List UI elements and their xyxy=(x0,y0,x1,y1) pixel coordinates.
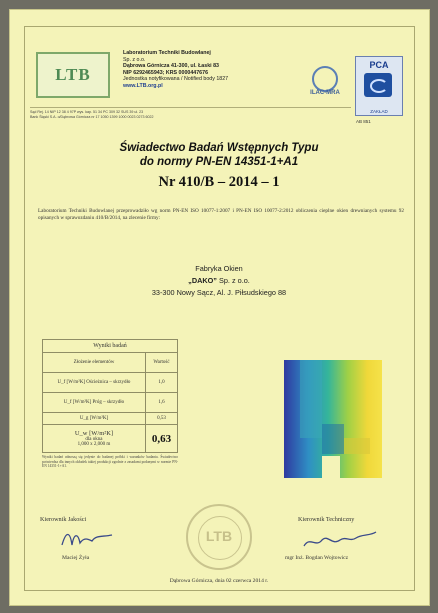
right-signature-title: Kierownik Techniczny xyxy=(298,516,355,523)
certificate-title: Świadectwo Badań Wstępnych Typu xyxy=(119,142,319,154)
seal-inner-ring xyxy=(198,516,242,560)
pca-accreditation-logo: PCA ZAKŁAD xyxy=(355,56,403,116)
accreditation-number: AB 851 xyxy=(356,119,371,124)
certificate-number: Nr 410/B – 2014 – 1 xyxy=(158,174,280,190)
right-signature xyxy=(303,531,377,547)
right-signatory-name: mgr Inż. Bogdan Wojtowicz xyxy=(285,555,349,561)
company-name-line: „DAKO” Sp. z o.o. xyxy=(0,276,438,285)
ilac-globe-icon xyxy=(312,66,338,92)
issue-date: Dąbrowa Górnicza, dnia 02 czerwca 2014 r… xyxy=(169,578,269,584)
results-col-value: Wartość xyxy=(144,352,179,373)
uw-label-cell: U_w [W/m²K] dla okna 1,000 x 2,000 m xyxy=(42,424,146,453)
lab-nip-krs: NIP 6292465943; KRS 0000447676 xyxy=(123,69,209,76)
results-table: Wyniki badań Złożenie elementów Wartość … xyxy=(42,339,179,453)
pca-emblem-icon xyxy=(364,73,392,97)
seal-text: LTB xyxy=(205,528,233,544)
ilac-mra-logo: ILAC-MRA xyxy=(302,66,348,106)
results-title: Wyniki badań xyxy=(42,339,178,353)
company-address: 33-300 Nowy Sącz, Al. J. Piłsudskiego 88 xyxy=(151,288,287,297)
uw-sub1: dla okna xyxy=(85,437,103,442)
results-footnote: Wyniki badań odnoszą się jedynie do bada… xyxy=(42,455,178,469)
company-line: Fabryka Okien xyxy=(195,264,243,273)
glazing-unit xyxy=(300,360,322,438)
lab-website-link[interactable]: www.LTB.org.pl xyxy=(123,82,163,89)
uw-sub2: 1,000 x 2,000 m xyxy=(77,442,111,447)
lab-name: Laboratorium Techniki Budowlanej xyxy=(123,50,211,56)
uw-label: U_w [W/m²K] xyxy=(74,430,114,437)
thermal-simulation-image xyxy=(270,360,382,478)
sash-profile xyxy=(322,424,344,454)
table-row-uw: U_w [W/m²K] dla okna 1,000 x 2,000 m 0,6… xyxy=(42,424,179,453)
registry-info: Sąd Rej. 14 NIP 12 38 4 97P wys. kap. 51… xyxy=(30,110,352,119)
lab-legal-form: Sp. z o.o. xyxy=(123,56,146,63)
row-value: 0,53 xyxy=(144,412,179,425)
left-signatory-name: Maciej Żyła xyxy=(62,555,90,561)
registry-line: Sąd Rej. 14 NIP 12 38 4 97P wys. kap. 51… xyxy=(30,110,144,114)
ltb-seal: LTB xyxy=(186,504,252,570)
ilac-label: ILAC-MRA xyxy=(310,90,340,96)
registry-line: Bank Śląski S.A. o/Dąbrowa Górnicza nr 1… xyxy=(30,114,154,119)
row-label: U_f [W/m²K] Próg – skrzydło xyxy=(42,392,146,413)
ltb-logo: LTB xyxy=(36,52,110,98)
results-col-element: Złożenie elementów xyxy=(42,352,146,373)
pca-label: PCA xyxy=(369,60,389,70)
uw-value: 0,63 xyxy=(144,424,179,453)
table-row: U_g [W/m²K] 0,53 xyxy=(42,412,179,425)
left-signature-title: Kierownik Jakości xyxy=(40,516,87,523)
row-label: U_f [W/m²K] Ościeżnica – skrzydło xyxy=(42,372,146,393)
lab-notified-body: Jednostka notyfikowana / Notified body 1… xyxy=(123,76,229,83)
company-form: Sp. z o.o. xyxy=(216,276,250,285)
table-row: U_f [W/m²K] Ościeżnica – skrzydło 1,0 xyxy=(42,372,179,393)
intro-paragraph: Laboratorium Techniki Budowlanej przepro… xyxy=(38,208,404,221)
company-name: „DAKO” xyxy=(188,276,217,285)
certificate-border xyxy=(24,26,415,591)
lab-address: Dąbrowa Górnicza 41-300, ul. Łaski 83 xyxy=(123,63,219,70)
left-signature xyxy=(61,533,113,546)
row-value: 1,6 xyxy=(144,392,179,413)
row-label: U_g [W/m²K] xyxy=(42,412,146,425)
certificate-standard: do normy PN-EN 14351-1+A1 xyxy=(139,156,299,168)
lab-address-block: Laboratorium Techniki Budowlanej Sp. z o… xyxy=(123,50,228,90)
header-divider xyxy=(30,107,351,108)
frame-profile xyxy=(344,438,370,454)
row-value: 1,0 xyxy=(144,372,179,393)
pca-sub-label: ZAKŁAD xyxy=(370,109,388,114)
table-row: U_f [W/m²K] Próg – skrzydło 1,6 xyxy=(42,392,179,413)
